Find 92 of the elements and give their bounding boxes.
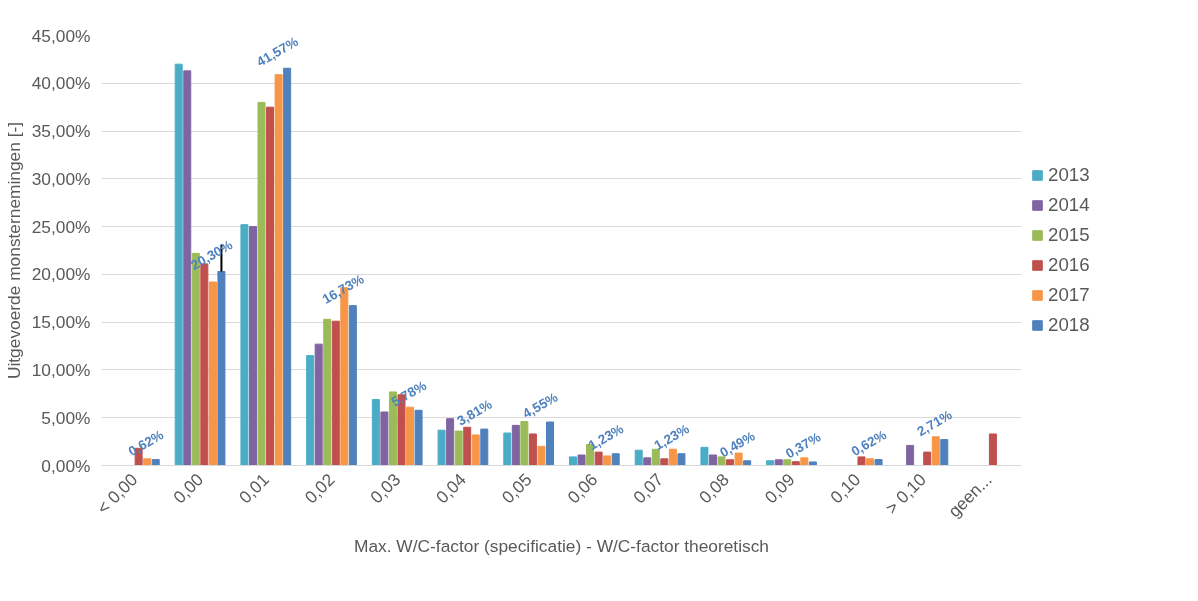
x-tick-label: 0,00 [169,469,208,508]
x-tick-label: < 0,00 [92,469,142,518]
bar [274,74,283,466]
bar [520,421,529,466]
bar [266,106,275,466]
y-tick-label: 25,00% [31,216,91,237]
bar [569,456,577,466]
legend-label: 2013 [1048,164,1090,186]
bar [208,281,217,466]
bar [503,432,512,466]
bar [446,418,455,466]
bar [660,458,669,466]
bar [257,101,266,466]
bar [248,226,257,466]
x-tick-label: 0,10 [826,469,865,508]
bar [800,457,809,466]
bar [380,411,389,466]
bar [874,459,883,466]
bar [577,454,586,466]
bar [323,318,332,466]
bar [511,424,520,466]
bar [766,460,775,466]
bar [348,305,357,466]
bar [743,460,752,466]
y-tick-label: 30,00% [31,168,91,189]
bar [463,426,472,466]
x-tick-label: 0,02 [300,469,339,508]
bar [717,456,726,466]
bar [940,439,949,466]
bar [151,459,160,466]
bar [183,70,192,466]
legend-label: 2017 [1048,284,1090,306]
bar [643,457,652,466]
bar [783,459,792,466]
y-tick-label: 5,00% [41,407,91,428]
bar [594,451,603,466]
bar [217,271,226,466]
legend-label: 2014 [1048,194,1090,216]
bar [923,451,932,466]
x-axis-title: Max. W/C-factor (specificatie) - W/C-factor theoretisch [354,536,769,557]
bar [708,454,717,466]
legend-label: 2018 [1048,314,1090,336]
bar [306,355,315,466]
bar [143,458,152,466]
bar [677,453,686,466]
bar [240,224,249,466]
bar [546,421,554,466]
x-tick-label: 0,01 [234,469,273,508]
bar [314,343,323,466]
x-tick-label: > 0,10 [881,469,931,518]
x-tick-label: 0,06 [563,469,602,508]
y-tick-label: 35,00% [31,121,91,142]
bar [603,455,612,466]
bar [668,448,677,466]
bar [906,444,915,466]
bar [371,399,380,466]
y-tick-label: 15,00% [31,312,91,333]
bar [437,429,446,466]
bar [634,449,643,466]
bar [331,320,340,466]
bar [528,433,537,466]
bar [611,453,620,466]
bar [454,430,463,466]
x-tick-label: 0,03 [366,469,405,508]
bar [866,458,875,466]
bar [283,67,292,466]
y-tick-label: 10,00% [31,359,91,380]
y-tick-label: 20,00% [31,264,91,285]
y-axis-title: Uitgevoerde monsternemingen [-] [3,121,24,380]
bar [857,456,866,466]
bar [988,433,997,466]
bar [480,428,489,466]
bar [791,461,800,466]
legend-label: 2016 [1048,254,1090,276]
y-tick-label: 40,00% [31,73,91,94]
y-tick-label: 0,00% [41,455,91,476]
bar [414,409,423,466]
bar [931,436,940,466]
bar [808,461,817,466]
bar [406,406,415,466]
bar [700,446,709,466]
x-tick-label: 0,04 [432,469,471,508]
bar [471,434,480,466]
bar [174,63,183,466]
bar [774,459,783,466]
x-tick-label: 0,08 [694,469,733,508]
bar [726,459,735,466]
legend-label: 2015 [1048,224,1090,246]
x-tick-label: 0,09 [760,469,799,508]
bar [537,445,546,466]
bar [651,448,660,466]
y-tick-label: 45,00% [31,25,91,46]
